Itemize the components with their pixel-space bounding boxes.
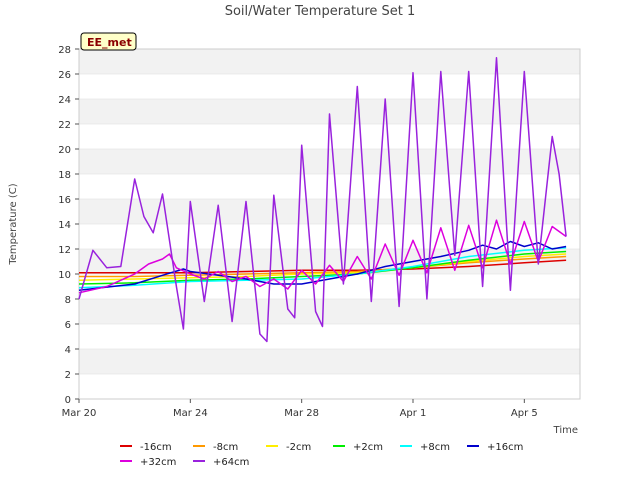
series-line bbox=[78, 219, 567, 294]
legend-label: +64cm bbox=[213, 457, 249, 468]
y-tick-label: 18 bbox=[58, 170, 71, 181]
y-tick-label: 26 bbox=[58, 70, 71, 81]
site-label-background bbox=[80, 32, 137, 51]
y-tick-label: 10 bbox=[58, 270, 71, 281]
legend-label: +32cm bbox=[140, 457, 176, 468]
grid-band bbox=[79, 49, 580, 74]
chart-title: Soil/Water Temperature Set 1 bbox=[225, 4, 416, 19]
y-tick-label: 0 bbox=[65, 395, 71, 406]
y-tick-label: 12 bbox=[58, 245, 71, 256]
y-tick-label: 16 bbox=[58, 195, 71, 206]
series-layer bbox=[78, 57, 567, 343]
y-tick-label: 2 bbox=[65, 370, 71, 381]
x-axis: Mar 20 Mar 24 Mar 28 Apr 1 Apr 5 bbox=[62, 399, 538, 419]
series-line bbox=[78, 250, 567, 285]
y-tick-label: 6 bbox=[65, 320, 71, 331]
x-tick-label: Apr 1 bbox=[400, 408, 427, 419]
x-tick-label: Mar 24 bbox=[173, 408, 208, 419]
y-tick-label: 14 bbox=[58, 220, 71, 231]
x-tick-label: Apr 5 bbox=[511, 408, 538, 419]
y-tick-label: 8 bbox=[65, 295, 71, 306]
x-tick-label: Mar 20 bbox=[62, 408, 97, 419]
y-tick-label: 4 bbox=[65, 345, 71, 356]
legend-label: +8cm bbox=[420, 442, 450, 453]
x-axis-label: Time bbox=[553, 425, 578, 436]
plot-background bbox=[78, 48, 581, 400]
legend-label: +16cm bbox=[487, 442, 523, 453]
legend: -16cm -8cm -2cm +2cm +8cm +16cm +32cm +64cm bbox=[120, 442, 523, 468]
grid-band bbox=[79, 349, 580, 374]
series-line bbox=[78, 247, 567, 289]
grid-band bbox=[79, 149, 580, 174]
legend-label: -2cm bbox=[286, 442, 311, 453]
series-line bbox=[78, 253, 567, 282]
y-tick-label: 20 bbox=[58, 145, 71, 156]
legend-label: +2cm bbox=[353, 442, 383, 453]
y-tick-label: 28 bbox=[58, 45, 71, 56]
grid-band bbox=[79, 299, 580, 324]
legend-label: -16cm bbox=[140, 442, 172, 453]
site-label: EE_met bbox=[87, 36, 132, 49]
x-tick-label: Mar 28 bbox=[284, 408, 319, 419]
series-line bbox=[78, 57, 567, 343]
site-label-box: EE_met bbox=[80, 32, 137, 51]
series-line bbox=[79, 259, 567, 274]
y-tick-label: 22 bbox=[58, 120, 71, 131]
y-axis-label: Temperature (C) bbox=[8, 183, 19, 265]
legend-label: -8cm bbox=[213, 442, 238, 453]
y-tick-label: 24 bbox=[58, 95, 71, 106]
